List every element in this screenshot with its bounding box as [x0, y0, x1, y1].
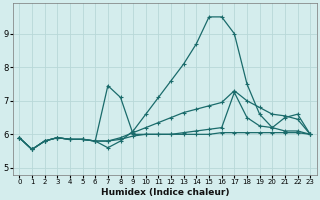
X-axis label: Humidex (Indice chaleur): Humidex (Indice chaleur) — [100, 188, 229, 197]
